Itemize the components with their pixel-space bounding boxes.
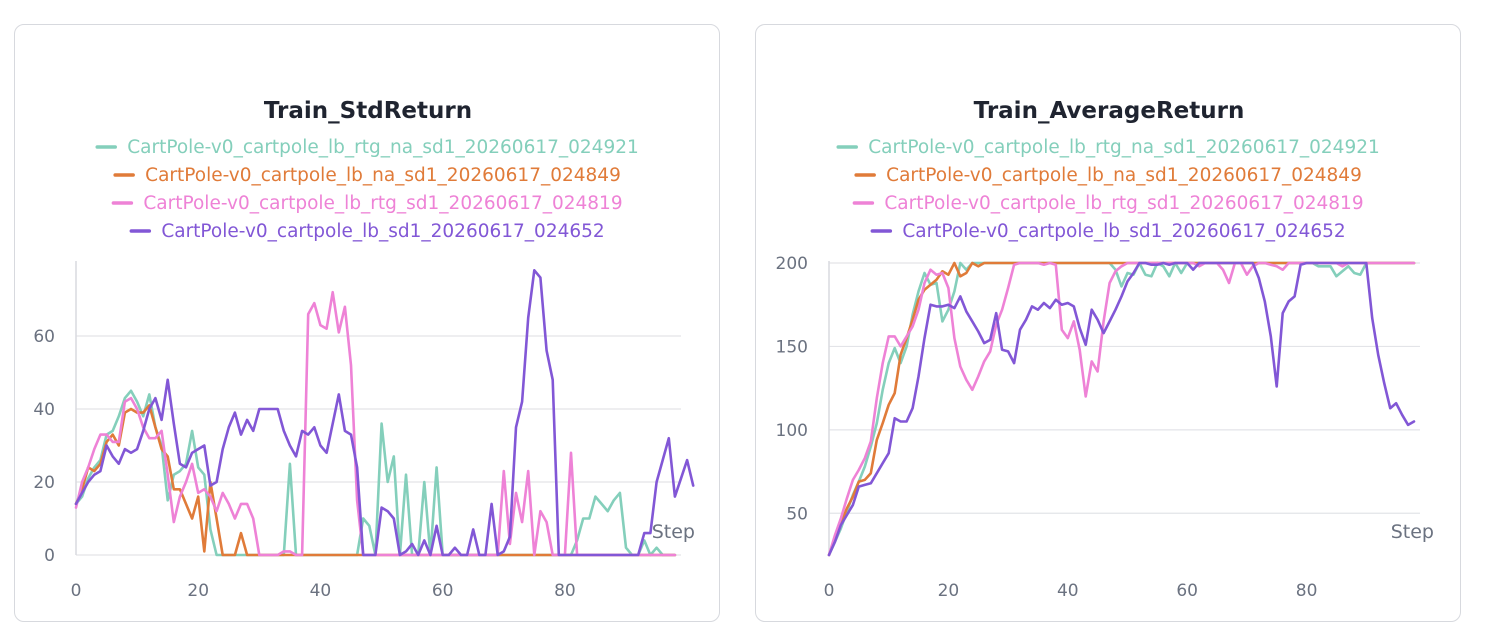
legend-label: CartPole-v0_cartpole_lb_rtg_na_sd1_20260… <box>868 137 1380 158</box>
chart-average-return: Train_AverageReturn CartPole-v0_cartpole_… <box>776 98 1434 601</box>
legend-item-2[interactable]: CartPole-v0_cartpole_lb_rtg_sd1_20260617… <box>852 193 1364 214</box>
series-line-1[interactable] <box>827 261 1416 557</box>
chart-panel-std-return: Train_StdReturn CartPole-v0_cartpole_lb_r… <box>14 24 720 622</box>
x-tick-label: 0 <box>824 581 835 601</box>
legend-label: CartPole-v0_cartpole_lb_rtg_sd1_20260617… <box>884 193 1363 214</box>
x-tick-label: 20 <box>938 581 960 601</box>
y-tick-label: 60 <box>33 327 55 347</box>
y-tick-label: 0 <box>44 546 55 566</box>
series-line-3[interactable] <box>827 261 1416 557</box>
legend-label: CartPole-v0_cartpole_lb_sd1_20260617_024… <box>902 221 1345 242</box>
x-tick-label: 40 <box>310 581 332 601</box>
y-tick-label: 50 <box>786 504 808 524</box>
legend-item-1[interactable]: CartPole-v0_cartpole_lb_na_sd1_20260617_… <box>113 165 621 186</box>
x-tick-label: 40 <box>1057 581 1079 601</box>
x-tick-label: 80 <box>1296 581 1318 601</box>
legend-item-2[interactable]: CartPole-v0_cartpole_lb_rtg_sd1_20260617… <box>111 193 623 214</box>
x-tick-label: 60 <box>432 581 454 601</box>
legend-label: CartPole-v0_cartpole_lb_na_sd1_20260617_… <box>886 165 1362 186</box>
legend-item-1[interactable]: CartPole-v0_cartpole_lb_na_sd1_20260617_… <box>854 165 1362 186</box>
y-tick-label: 200 <box>776 254 808 274</box>
x-tick-label: 60 <box>1176 581 1198 601</box>
series-line-2[interactable] <box>74 290 677 557</box>
legend-item-3[interactable]: CartPole-v0_cartpole_lb_sd1_20260617_024… <box>129 221 605 242</box>
legend-label: CartPole-v0_cartpole_lb_rtg_na_sd1_20260… <box>127 137 639 158</box>
x-axis-label: Step <box>652 521 695 543</box>
legend-label: CartPole-v0_cartpole_lb_na_sd1_20260617_… <box>145 165 621 186</box>
legend-item-0[interactable]: CartPole-v0_cartpole_lb_rtg_na_sd1_20260… <box>95 137 639 158</box>
chart-std-return: Train_StdReturn CartPole-v0_cartpole_lb_r… <box>33 98 695 601</box>
x-tick-label: 80 <box>554 581 576 601</box>
chart-panel-average-return: Train_AverageReturn CartPole-v0_cartpole_… <box>755 24 1461 622</box>
legend-label: CartPole-v0_cartpole_lb_sd1_20260617_024… <box>161 221 604 242</box>
x-tick-label: 0 <box>71 581 82 601</box>
series-line-0[interactable] <box>74 389 677 557</box>
y-tick-label: 100 <box>776 421 808 441</box>
y-tick-label: 150 <box>776 337 808 357</box>
y-tick-label: 20 <box>33 473 55 493</box>
y-tick-label: 40 <box>33 400 55 420</box>
x-axis-label: Step <box>1391 521 1434 543</box>
chart-title: Train_StdReturn <box>264 98 472 124</box>
legend-item-0[interactable]: CartPole-v0_cartpole_lb_rtg_na_sd1_20260… <box>836 137 1380 158</box>
x-tick-label: 20 <box>187 581 209 601</box>
series-line-3[interactable] <box>74 269 695 557</box>
legend-item-3[interactable]: CartPole-v0_cartpole_lb_sd1_20260617_024… <box>870 221 1346 242</box>
legend-label: CartPole-v0_cartpole_lb_rtg_sd1_20260617… <box>143 193 622 214</box>
chart-title: Train_AverageReturn <box>974 98 1245 124</box>
